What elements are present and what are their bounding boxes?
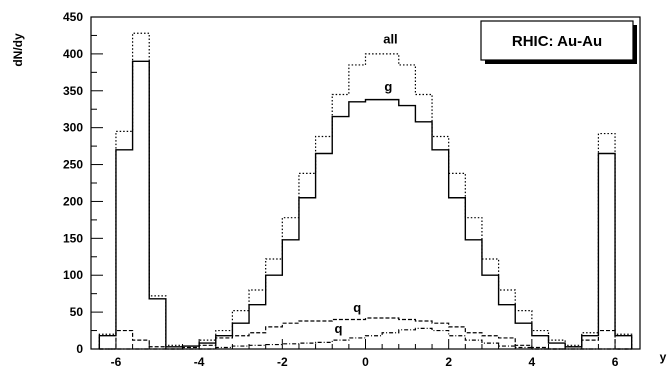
annotation-q: q bbox=[353, 300, 361, 315]
x-tick-label: -6 bbox=[111, 355, 122, 369]
y-tick-label: 400 bbox=[63, 47, 83, 61]
series-layer bbox=[98, 32, 633, 350]
y-axis-title: dN/dy bbox=[11, 33, 25, 67]
x-tick-label: 2 bbox=[445, 355, 452, 369]
x-axis-title: y bbox=[660, 350, 667, 364]
series-g-solid bbox=[98, 60, 633, 349]
series-q-dashdot bbox=[99, 327, 632, 350]
y-tick-label: 300 bbox=[63, 121, 83, 135]
y-tick-label: 150 bbox=[63, 231, 83, 245]
y-tick-label: 100 bbox=[63, 268, 83, 282]
annotation-layer: all g qq bbox=[334, 32, 397, 336]
legend-text: RHIC: Au-Au bbox=[512, 33, 602, 50]
axis-layer: 0 50 100 150 200 250 300 350 400 450 -6 -4 -2 0 2 4 6 bbox=[63, 10, 633, 369]
x-tick-label: 6 bbox=[612, 355, 619, 369]
legend-box: RHIC: Au-Au bbox=[480, 20, 637, 64]
plot-frame bbox=[90, 16, 641, 350]
legend-panel bbox=[480, 20, 634, 61]
annotation-g: g bbox=[384, 79, 392, 94]
y-tick-label: 0 bbox=[76, 342, 83, 356]
y-tick-label: 200 bbox=[63, 194, 83, 208]
series-all-dotted bbox=[98, 32, 633, 349]
x-tick-label: -4 bbox=[194, 355, 205, 369]
y-tick-label: 50 bbox=[70, 305, 84, 319]
annotation-q: q bbox=[334, 321, 342, 336]
x-tick-label: 0 bbox=[362, 355, 369, 369]
x-tick-label: 4 bbox=[529, 355, 536, 369]
annotation-all: all bbox=[383, 32, 397, 47]
y-tick-label: 350 bbox=[63, 84, 83, 98]
y-tick-label: 450 bbox=[63, 10, 83, 24]
x-tick-label: -2 bbox=[277, 355, 288, 369]
y-tick-label: 250 bbox=[63, 158, 83, 172]
